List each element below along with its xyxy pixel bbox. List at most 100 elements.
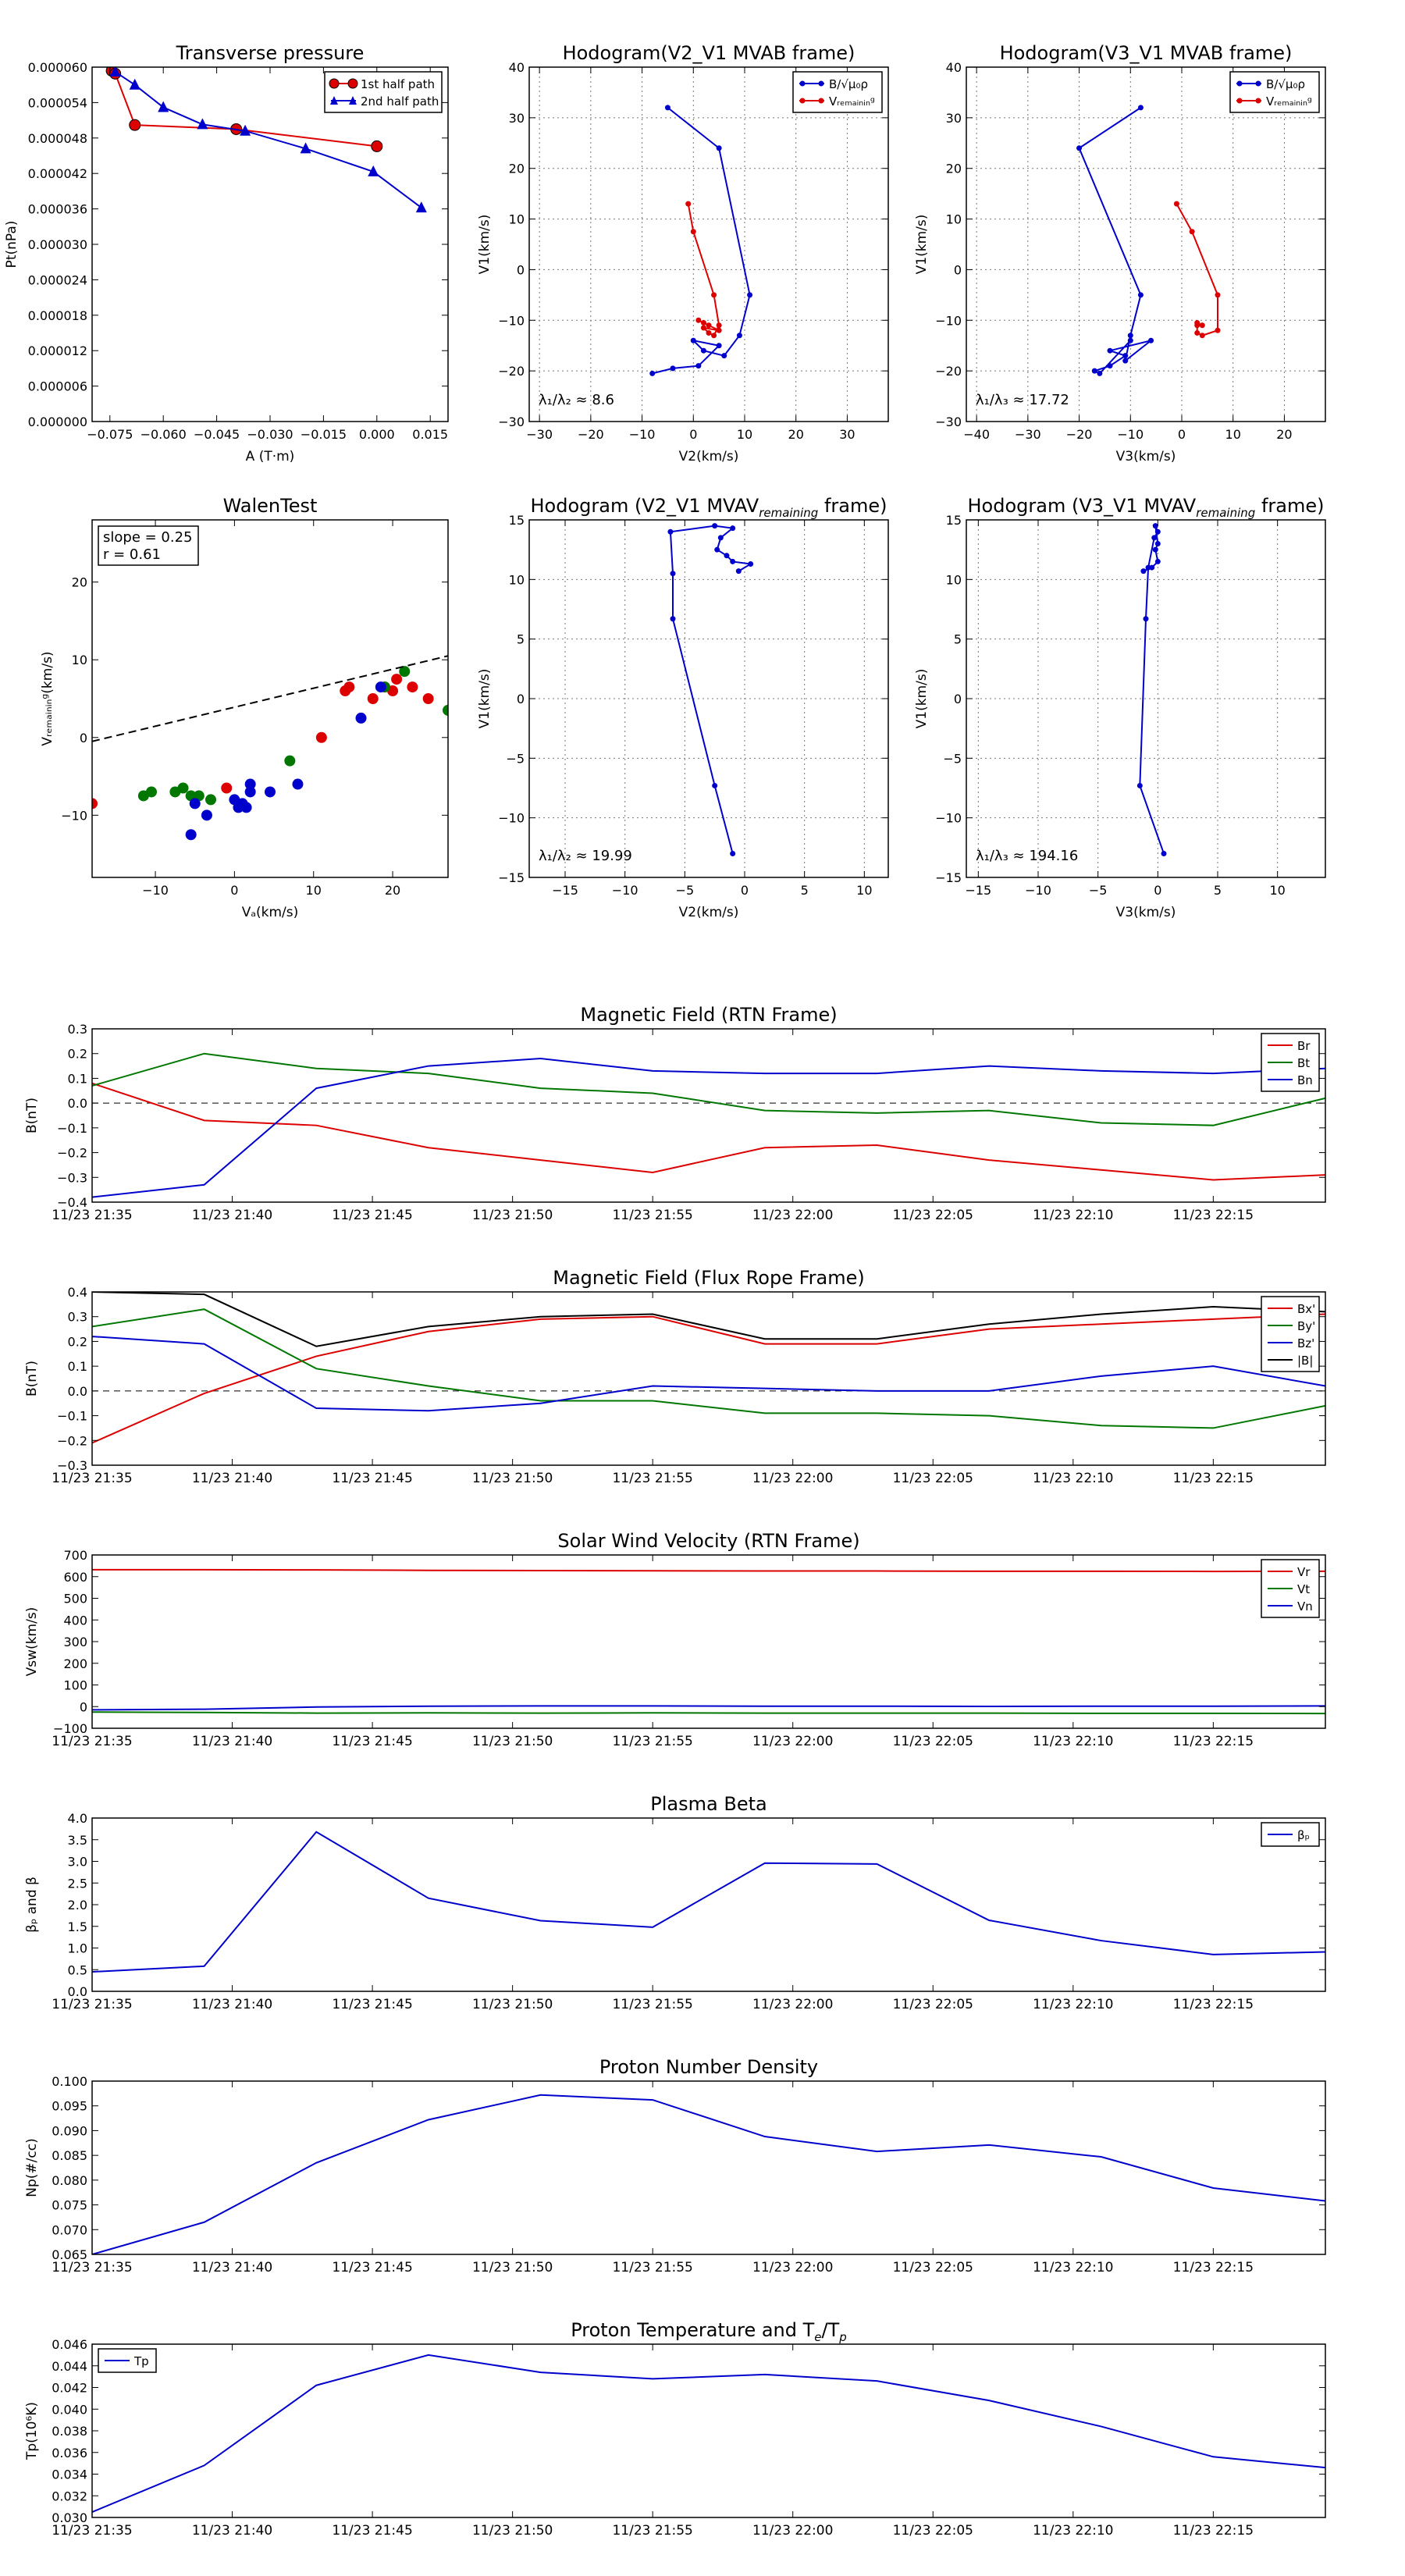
y-tick-label: 0	[80, 1699, 87, 1714]
title-tail: /T	[822, 2319, 840, 2341]
data-point	[700, 347, 706, 354]
x-tick-label: 11/23 21:35	[52, 1471, 132, 1486]
y-tick-label: 1.5	[68, 1920, 87, 1934]
y-tick-label: 0.040	[52, 2402, 87, 2417]
x-tick-label: 11/23 21:50	[472, 2260, 553, 2275]
x-tick-label: 0	[230, 883, 238, 898]
data-point	[197, 118, 208, 130]
chart-bfr: Magnetic Field (Flux Rope Frame) −0.3 −0.2…	[24, 1267, 1326, 1486]
x-tick-label: 11/23 22:05	[893, 1208, 973, 1223]
axes-frame	[91, 2080, 1326, 2255]
axes-frame	[91, 1554, 1326, 1729]
data-point	[1076, 145, 1083, 151]
x-tick-label: 11/23 21:40	[192, 2523, 272, 2539]
fit-line	[92, 655, 448, 742]
y-tick-label: 0.100	[52, 2074, 87, 2089]
axes-frame	[91, 2343, 1326, 2518]
y-tick-label: 0.2	[68, 1334, 87, 1349]
y-tick-label: 0	[954, 692, 962, 706]
data-point	[158, 101, 169, 112]
x-tick-label: 11/23 21:55	[612, 2523, 692, 2539]
data-point	[1151, 535, 1158, 541]
data-point	[1199, 322, 1205, 329]
plot-area	[92, 1292, 1325, 1444]
x-tick-label: 11/23 22:05	[893, 1471, 973, 1486]
y-axis-label: B(nT)	[24, 1361, 40, 1397]
plot-area	[92, 2094, 1325, 2254]
x-tick-label: −20	[1066, 427, 1093, 442]
data-point	[129, 119, 141, 131]
data-point	[1137, 292, 1144, 298]
data-point	[315, 731, 327, 743]
data-point	[695, 317, 702, 323]
y-tick-label: 200	[63, 1656, 87, 1671]
data-point	[748, 560, 754, 567]
plot-area	[92, 1831, 1325, 1973]
legend-marker	[330, 96, 338, 105]
data-point	[1091, 368, 1097, 374]
data-point	[670, 616, 676, 622]
y-tick-label: 15	[946, 513, 962, 528]
data-point	[714, 546, 720, 553]
series-line-B/√μ₀ρ	[652, 107, 751, 375]
y-tick-label: 0.0	[68, 1096, 87, 1111]
series-line-By'	[92, 1308, 1325, 1429]
legend-label: 2nd half path	[361, 94, 439, 109]
data-point	[1097, 370, 1103, 376]
data-point	[649, 370, 656, 376]
legend-label: Vᵣₑₘₐᵢₙᵢₙᵍ	[829, 94, 875, 109]
data-point	[747, 292, 753, 298]
legend-label: B/√μ₀ρ	[829, 77, 868, 91]
x-tick-label: 11/23 21:45	[332, 2260, 412, 2275]
y-tick-label: 600	[63, 1570, 87, 1585]
data-point	[712, 523, 718, 529]
x-tick-label: 11/23 22:00	[752, 2260, 833, 2275]
annotation-text: λ₁/λ₂ ≈ 19.99	[539, 848, 632, 864]
x-tick-label: 11/23 21:50	[472, 2523, 553, 2539]
y-tick-label: 0.5	[68, 1962, 87, 1977]
annotation-text: λ₁/λ₃ ≈ 194.16	[976, 848, 1078, 864]
x-tick-label: −15	[552, 883, 578, 898]
series-line-Bt	[92, 1052, 1325, 1126]
series-line-B	[1139, 525, 1165, 854]
x-tick-label: −20	[578, 427, 604, 442]
y-tick-label: 40	[509, 60, 525, 75]
x-tick-label: 11/23 21:55	[612, 2260, 692, 2275]
y-tick-label: 0.038	[52, 2424, 87, 2439]
title-subscript: p	[838, 2330, 847, 2344]
y-tick-label: 5	[517, 632, 525, 647]
x-tick-label: 0	[1154, 883, 1161, 898]
series-line-Np	[92, 2094, 1325, 2254]
y-tick-label: 20	[946, 162, 962, 176]
legend-label: Bt	[1297, 1056, 1310, 1070]
axes-frame	[91, 1817, 1326, 1992]
y-tick-label: 40	[946, 60, 962, 75]
y-tick-label: 20	[509, 162, 525, 176]
y-tick-label: 0.000054	[28, 95, 87, 110]
data-point	[716, 327, 722, 333]
data-point	[146, 786, 157, 798]
y-tick-label: 0.0	[68, 1984, 87, 1999]
legend-label: 1st half path	[361, 77, 435, 91]
y-tick-label: −0.2	[57, 1146, 87, 1161]
y-tick-label: 3.0	[68, 1855, 87, 1870]
legend-box	[792, 71, 883, 113]
y-tick-label: 700	[63, 1548, 87, 1563]
data-point	[221, 782, 233, 794]
y-tick-label: −15	[935, 870, 962, 885]
x-tick-label: 11/23 22:05	[893, 2523, 973, 2539]
chart-title: Proton Number Density	[599, 2056, 818, 2078]
x-tick-label: 11/23 21:50	[472, 1734, 553, 1749]
y-tick-label: 0.000012	[28, 343, 87, 358]
chart-title: Hodogram (V3_V1 MVAVremaining frame)	[968, 495, 1325, 520]
data-point	[1194, 320, 1200, 326]
y-tick-label: 0.034	[52, 2467, 87, 2482]
x-tick-label: 11/23 22:15	[1173, 2523, 1254, 2539]
y-tick-label: 0.0	[68, 1384, 87, 1399]
chart-vsw: Solar Wind Velocity (RTN Frame) −100 0 100 2…	[24, 1530, 1326, 1749]
data-point	[375, 681, 386, 693]
y-tick-label: 20	[72, 575, 87, 590]
y-tick-label: 0	[80, 731, 87, 745]
y-tick-label: 0	[954, 262, 962, 277]
y-tick-label: 0.030	[52, 2510, 87, 2525]
